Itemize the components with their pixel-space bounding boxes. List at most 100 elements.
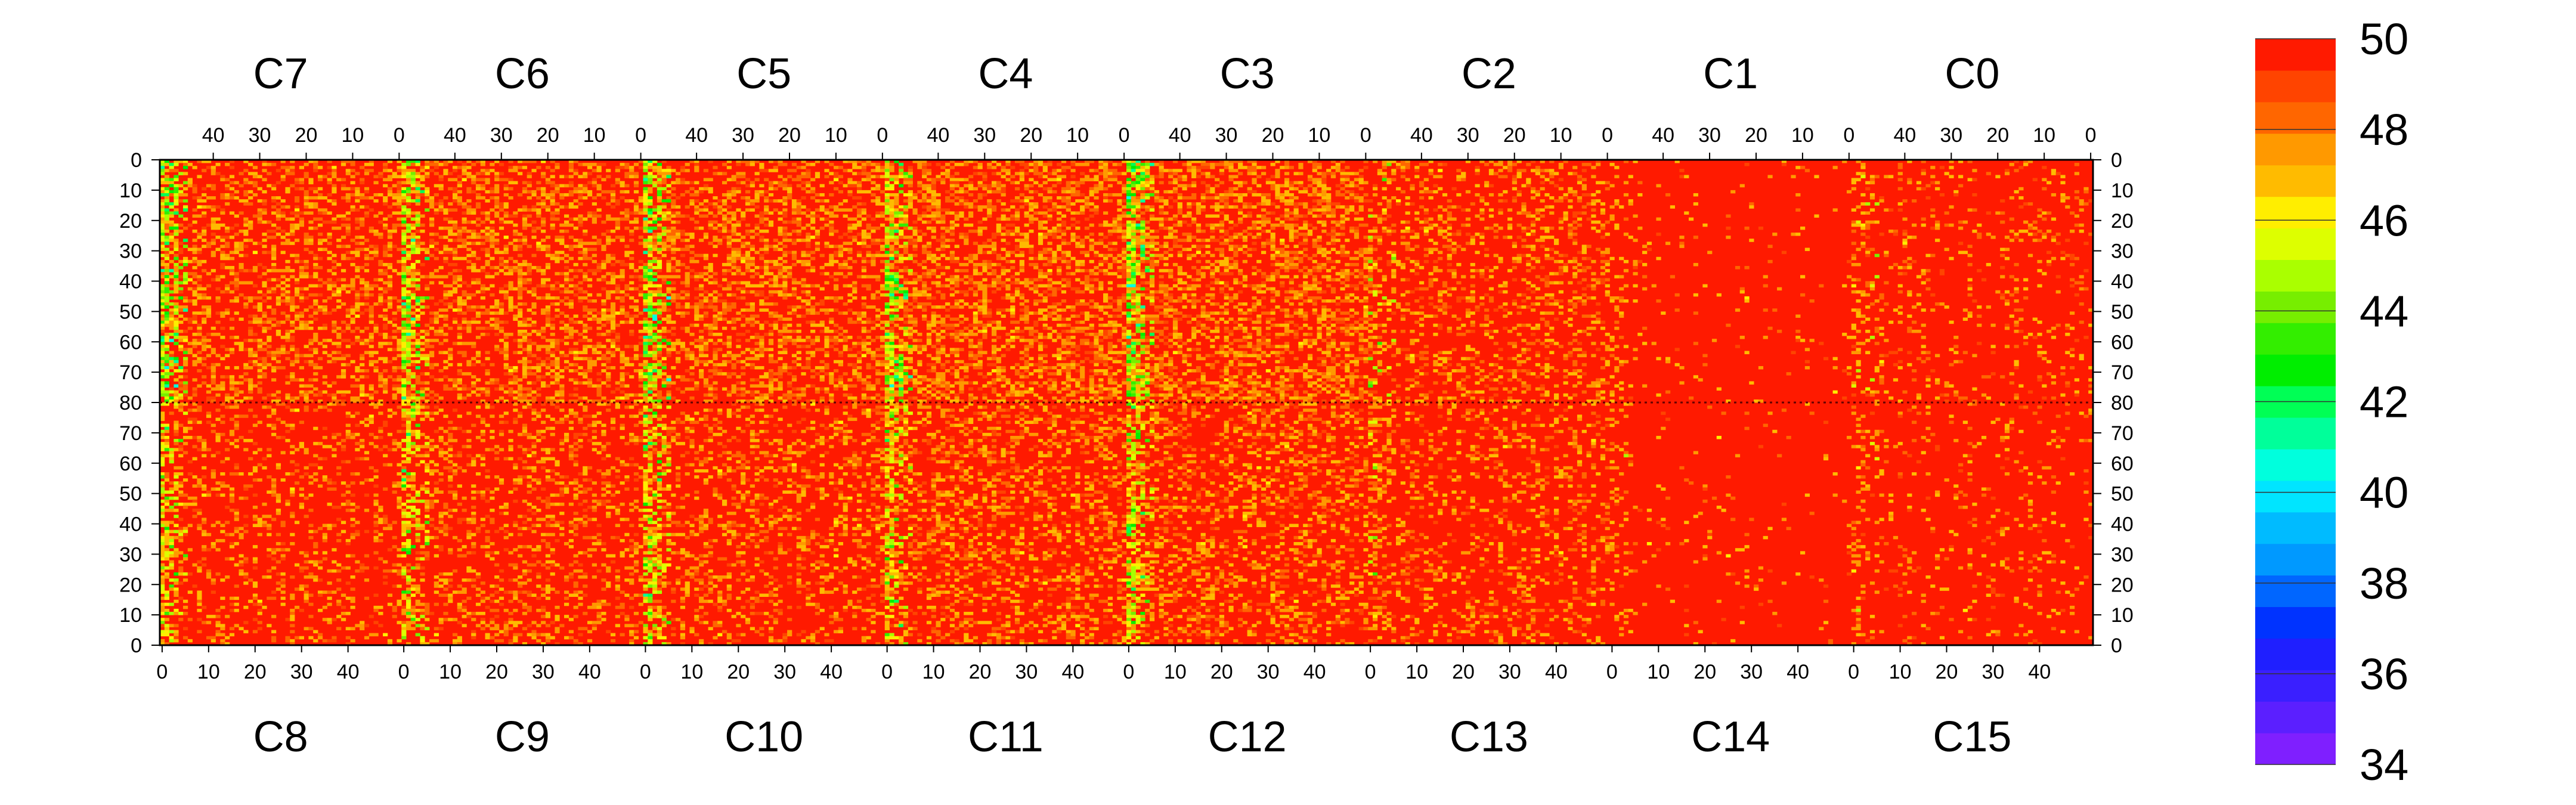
heatmap-cell (383, 199, 388, 203)
heatmap-cell (773, 262, 778, 267)
heatmap-cell (336, 278, 342, 281)
heatmap-cell (257, 208, 262, 212)
heatmap-cell (392, 184, 397, 188)
heatmap-cell (275, 390, 281, 394)
heatmap-cell (568, 348, 574, 351)
heatmap-cell (768, 169, 774, 172)
heatmap-cell (280, 214, 286, 218)
heatmap-cell (648, 187, 653, 191)
heatmap-cell (694, 181, 699, 185)
heatmap-cell (834, 244, 839, 248)
heatmap-cell (759, 293, 764, 297)
heatmap-cell (406, 314, 411, 318)
heatmap-cell (257, 262, 262, 267)
heatmap-cell (643, 393, 648, 397)
heatmap-cell (550, 175, 555, 178)
heatmap-cell (624, 199, 630, 203)
heatmap-cell (518, 278, 523, 281)
heatmap-cell (308, 220, 314, 224)
heatmap-cell (583, 187, 588, 191)
heatmap-cell (596, 393, 602, 397)
heatmap-cell (275, 181, 281, 185)
heatmap-cell (703, 314, 708, 318)
heatmap-cell (434, 233, 439, 236)
heatmap-cell (392, 393, 397, 397)
heatmap-cell (596, 378, 602, 382)
heatmap-cell (475, 205, 481, 209)
heatmap-cell (197, 342, 202, 345)
heatmap-cell (759, 266, 764, 270)
heatmap-cell (197, 250, 202, 255)
heatmap-cell (387, 193, 393, 197)
heatmap-cell (791, 387, 797, 391)
heatmap-cell (401, 336, 407, 339)
heatmap-cell (299, 326, 304, 330)
heatmap-cell (703, 348, 708, 351)
heatmap-cell (415, 160, 420, 163)
heatmap-cell (518, 290, 523, 294)
heatmap-cell (661, 278, 667, 281)
heatmap-cell (466, 308, 472, 312)
heatmap-cell (420, 242, 425, 245)
heatmap-cell (369, 169, 374, 172)
heatmap-cell (494, 190, 500, 194)
heatmap-cell (722, 172, 727, 175)
heatmap-cell (234, 390, 239, 394)
heatmap-cell (285, 375, 290, 379)
heatmap-cell (666, 329, 671, 333)
heatmap-cell (340, 320, 346, 324)
heatmap-cell (806, 308, 811, 312)
heatmap-cell (843, 199, 848, 203)
heatmap-cell (387, 275, 393, 278)
heatmap-cell (229, 396, 235, 400)
heatmap-cell (778, 366, 783, 370)
heatmap-cell (829, 378, 834, 382)
heatmap-cell (178, 259, 184, 264)
heatmap-cell (383, 163, 388, 166)
heatmap-cell (438, 175, 444, 178)
heatmap-cell (731, 256, 736, 261)
heatmap-cell (304, 236, 309, 239)
heatmap-cell (448, 348, 453, 351)
heatmap-cell (457, 323, 462, 327)
heatmap-cell (174, 357, 179, 361)
heatmap-cell (490, 230, 495, 233)
heatmap-cell (239, 375, 244, 379)
heatmap-cell (722, 360, 727, 364)
heatmap-cell (531, 399, 537, 403)
heatmap-cell (275, 320, 281, 324)
heatmap-cell (220, 178, 225, 182)
heatmap-cell (295, 326, 300, 330)
heatmap-cell (490, 326, 495, 330)
heatmap-cell (531, 366, 537, 370)
heatmap-cell (304, 233, 309, 236)
heatmap-cell (643, 239, 648, 242)
heatmap-cell (652, 366, 658, 370)
heatmap-cell (601, 363, 606, 367)
heatmap-cell (824, 175, 829, 178)
heatmap-cell (243, 396, 249, 400)
heatmap-cell (578, 357, 583, 361)
heatmap-cell (513, 244, 518, 248)
heatmap-cell (160, 163, 165, 166)
heatmap-cell (160, 311, 165, 315)
heatmap-cell (573, 320, 578, 324)
heatmap-cell (369, 384, 374, 388)
heatmap-cell (345, 308, 351, 312)
heatmap-cell (676, 311, 681, 315)
heatmap-cell (666, 314, 671, 318)
heatmap-cell (703, 311, 708, 315)
heatmap-cell (397, 259, 402, 264)
heatmap-cell (578, 163, 583, 166)
heatmap-cell (317, 393, 323, 397)
heatmap-cell (178, 336, 184, 339)
heatmap-cell (555, 296, 560, 300)
heatmap-cell (280, 178, 286, 182)
heatmap-cell (462, 226, 467, 230)
heatmap-cell (350, 278, 355, 281)
heatmap-cell (406, 293, 411, 297)
heatmap-cell (717, 369, 723, 373)
heatmap-cell (601, 278, 606, 281)
heatmap-cell (592, 181, 597, 185)
heatmap-cell (578, 223, 583, 227)
